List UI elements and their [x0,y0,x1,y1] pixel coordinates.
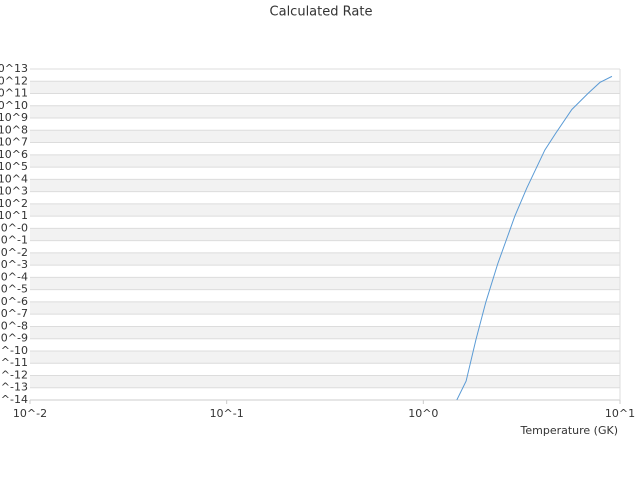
chart-title: Calculated Rate [270,5,373,20]
y-tick-label: 10^11 [0,87,28,100]
x-tick-label: 10^-2 [13,407,47,420]
y-tick-label: 10^-12 [0,368,28,381]
x-tick-label: 10^0 [408,407,438,420]
grid-band [30,375,620,388]
y-tick-label: 10^-6 [0,295,28,308]
y-tick-label: 10^8 [0,123,28,136]
y-tick-label: 10^2 [0,197,28,210]
grid-band [30,203,620,217]
grid-band [30,81,620,94]
grid-band [30,105,620,119]
y-tick-label: 10^12 [0,74,28,87]
x-tick-label: 10^-1 [210,407,244,420]
grid-band [30,350,620,364]
y-tick-label: 10^-2 [0,246,28,259]
y-tick-label: 10^-13 [0,381,28,394]
grid-band [30,277,620,290]
x-axis-label: Temperature (GK) [520,424,619,437]
grid-band [30,179,620,192]
grid [30,68,620,401]
y-tick-label: 10^-3 [0,258,28,271]
y-tick-label: 10^-5 [0,283,28,296]
y-tick-label: 10^1 [0,209,28,222]
grid-band [30,301,620,315]
y-tick-label: 10^3 [0,185,28,198]
y-tick-label: 10^7 [0,136,28,149]
grid-band [30,130,620,143]
y-tick-label: 10^-4 [0,270,28,283]
y-tick-label: 10^-7 [0,307,28,320]
y-tick-label: 10^-0 [0,221,28,234]
y-tick-label: 10^5 [0,160,28,173]
data-line [456,75,613,400]
y-tick-label: 10^9 [0,111,28,124]
y-tick-label: 10^13 [0,62,28,75]
grid-band [30,228,620,241]
y-tick-label: 10^-11 [0,356,28,369]
grid-band [30,252,620,266]
y-tick-label: 10^-1 [0,234,28,247]
y-tick-label: 10^-10 [0,344,28,357]
x-tick-label: 10^1 [605,407,635,420]
y-tick-label: 10^-8 [0,319,28,332]
y-tick-label: 10^10 [0,99,28,112]
y-tick-label: 10^-14 [0,393,28,406]
grid-band [30,326,620,339]
y-tick-label: 10^4 [0,172,28,185]
grid-band [30,154,620,168]
y-tick-label: 10^6 [0,148,28,161]
y-tick-label: 10^-9 [0,332,28,345]
